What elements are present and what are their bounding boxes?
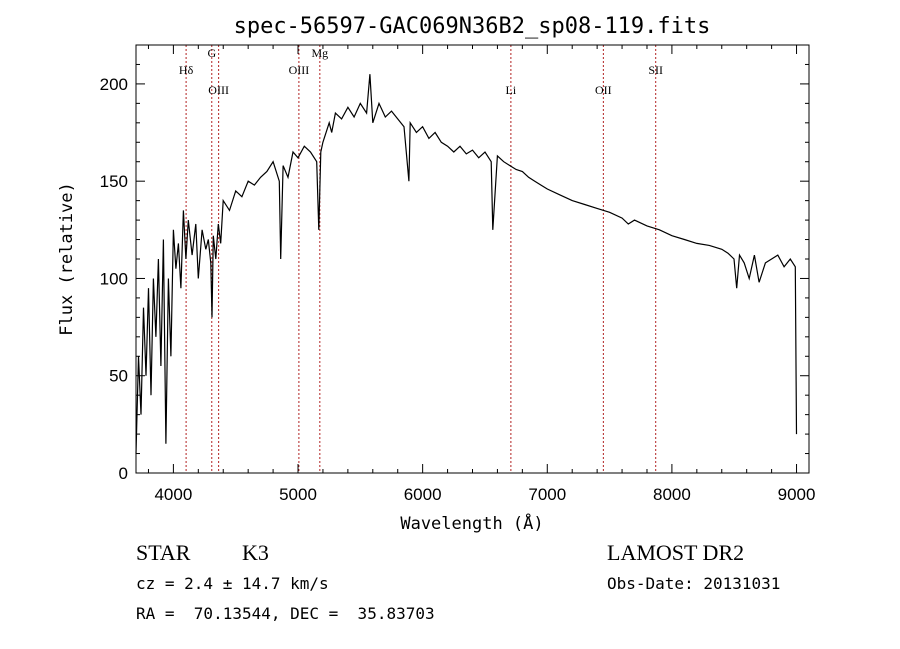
spectrum-line: [135, 74, 798, 454]
line-marker-label: OII: [595, 83, 612, 97]
line-marker-label: Li: [506, 83, 517, 97]
redshift-cz: cz = 2.4 ± 14.7 km/s: [136, 574, 329, 593]
y-tick-label: 0: [119, 464, 128, 483]
x-tick-label: 7000: [528, 485, 566, 504]
x-tick-label: 6000: [404, 485, 442, 504]
plot-frame: [135, 44, 810, 474]
x-tick-label: 4000: [154, 485, 192, 504]
ra-dec-coords: RA = 70.13544, DEC = 35.83703: [136, 604, 435, 623]
x-axis-label: Wavelength (Å): [400, 512, 543, 534]
axis-ticks: 4000 5000 6000 7000 8000 9000 0 50 100 150 200: [100, 45, 816, 504]
chart-title: spec-56597-GAC069N36B2_sp08-119.fits: [234, 14, 711, 39]
line-marker-label: G: [207, 46, 216, 60]
x-tick-label: 9000: [778, 485, 816, 504]
object-class: STAR: [136, 540, 191, 565]
x-tick-label: 8000: [653, 485, 691, 504]
line-marker-label: SII: [648, 63, 663, 77]
line-marker-label: Mg: [311, 46, 328, 60]
survey-name: LAMOST DR2: [607, 540, 745, 565]
x-tick-label: 5000: [279, 485, 317, 504]
y-tick-label: 150: [100, 172, 128, 191]
y-tick-label: 200: [100, 75, 128, 94]
line-marker-label: OIII: [208, 83, 229, 97]
line-marker-label: OIII: [289, 63, 310, 77]
y-tick-label: 50: [109, 367, 128, 386]
y-axis-label: Flux (relative): [57, 182, 77, 336]
y-tick-label: 100: [100, 269, 128, 288]
object-subclass: K3: [242, 540, 269, 565]
line-marker-label: Hδ: [179, 63, 194, 77]
obs-date: Obs-Date: 20131031: [607, 574, 781, 593]
